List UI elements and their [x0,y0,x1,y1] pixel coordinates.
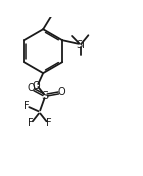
Text: S: S [42,91,49,101]
Text: Si: Si [76,40,85,50]
Text: O: O [28,83,35,93]
Text: F: F [28,118,33,128]
Text: O: O [57,87,65,97]
Text: F: F [46,118,51,128]
Text: O: O [33,81,41,91]
Text: F: F [24,101,29,111]
